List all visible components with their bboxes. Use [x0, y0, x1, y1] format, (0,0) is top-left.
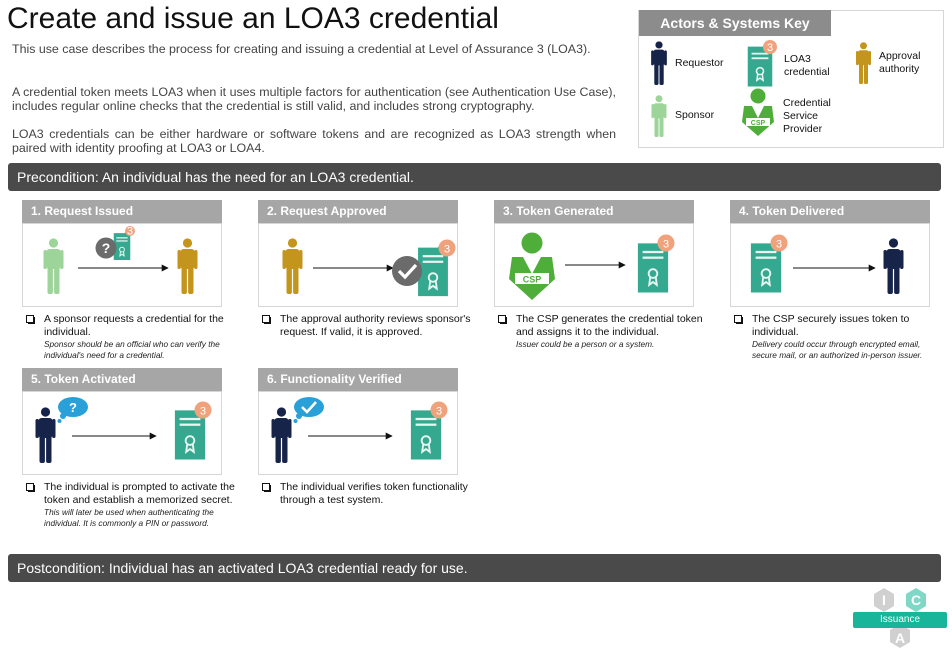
check-bubble-icon: [293, 397, 324, 423]
intro-paragraph-2: A credential token meets LOA3 when it us…: [12, 85, 616, 113]
postcondition-bar: Postcondition: Individual has an activat…: [8, 554, 941, 582]
question-bubble-icon: ?: [57, 397, 88, 423]
step-2-badge: 3: [444, 244, 450, 256]
step-3-badge: 3: [663, 239, 669, 251]
step-4-description: The CSP securely issues token to individ…: [734, 313, 946, 361]
step-5-note: This will later be used when authenticat…: [44, 507, 214, 528]
sponsor-icon: [43, 238, 64, 294]
step-6-badge: 3: [436, 406, 442, 418]
key-label-requestor: Requestor: [675, 57, 724, 69]
step-2-arrow: [313, 264, 394, 272]
approval-authority-icon: [282, 238, 303, 294]
step-1-description: A sponsor requests a credential for the …: [26, 313, 228, 361]
sponsor-icon: [651, 95, 667, 137]
question-credential-icon: 3 ?: [95, 226, 135, 261]
key-label-approval-authority: Approval authority: [879, 50, 921, 75]
loa3-credential-icon: 3: [173, 401, 212, 461]
csp-icon: CSP: [509, 232, 555, 300]
csp-tag: CSP: [751, 120, 766, 127]
checkbox-icon: [26, 483, 35, 492]
step-5-description: The individual is prompted to activate t…: [26, 481, 238, 529]
requestor-icon: [35, 407, 56, 463]
logo-letter-c: C: [911, 592, 921, 608]
ica-logo-icon: I C A: [874, 588, 926, 648]
svg-text:?: ?: [102, 240, 111, 256]
svg-text:?: ?: [69, 400, 77, 415]
step-1-title: 1. Request Issued: [22, 200, 222, 223]
checkbox-icon: [262, 483, 271, 492]
step-3-note: Issuer could be a person or a system.: [516, 339, 655, 349]
step-1-note: Sponsor should be an official who can ve…: [44, 339, 220, 360]
step-2-text: The approval authority reviews sponsor's…: [280, 313, 471, 338]
step-1-arrow: [78, 264, 169, 272]
step-1-text: A sponsor requests a credential for the …: [44, 313, 224, 338]
requestor-icon: [883, 238, 904, 294]
logo-letter-i: I: [882, 592, 886, 608]
step-4-note: Delivery could occur through encrypted e…: [752, 339, 923, 360]
step-6-description: The individual verifies token functional…: [262, 481, 472, 506]
checkbox-icon: [26, 315, 35, 324]
step-4-badge: 3: [776, 239, 782, 251]
loa3-credential-icon: 3: [409, 401, 448, 461]
step-3-title: 3. Token Generated: [494, 200, 694, 223]
logo-letter-a: A: [895, 630, 905, 646]
step-6-title: 6. Functionality Verified: [258, 368, 458, 391]
checkbox-icon: [262, 315, 271, 324]
approval-authority-icon: [177, 238, 198, 294]
step-6-text: The individual verifies token functional…: [280, 481, 468, 506]
page-title: Create and issue an LOA3 credential: [7, 2, 499, 35]
step-3-arrow: [565, 261, 626, 269]
step-3-text: The CSP generates the credential token a…: [516, 313, 703, 338]
step-5-text: The individual is prompted to activate t…: [44, 481, 235, 506]
key-label-loa3-credential: LOA3 credential: [784, 53, 830, 78]
checkbox-icon: [734, 315, 743, 324]
csp-icon: CSP: [742, 88, 774, 136]
checkbox-icon: [498, 315, 507, 324]
step-5-badge: 3: [200, 406, 206, 418]
intro-paragraph-3: LOA3 credentials can be either hardware …: [12, 127, 616, 155]
step-2-description: The approval authority reviews sponsor's…: [262, 313, 472, 338]
key-label-sponsor: Sponsor: [675, 109, 715, 121]
requestor-icon: [271, 407, 292, 463]
step-4-arrow: [793, 264, 876, 272]
issuance-label: Issuance: [853, 612, 947, 628]
step-6-arrow: [308, 432, 393, 440]
step-3-description: The CSP generates the credential token a…: [498, 313, 703, 350]
loa3-credential-icon: 3: [749, 234, 788, 294]
step-1-badge: 3: [127, 226, 133, 238]
step-4-title: 4. Token Delivered: [730, 200, 930, 223]
loa3-credential-icon: 3: [636, 234, 675, 294]
approved-credential-icon: 3: [392, 239, 456, 298]
step-3-csp-tag: CSP: [523, 275, 542, 285]
loa3-credential-icon: 3: [746, 40, 777, 88]
key-badge-number: 3: [767, 42, 773, 54]
step-4-text: The CSP securely issues token to individ…: [752, 313, 910, 338]
step-5-title: 5. Token Activated: [22, 368, 222, 391]
key-label-csp: Credential Service Provider: [783, 97, 831, 135]
step-2-title: 2. Request Approved: [258, 200, 458, 223]
actors-key-title: Actors & Systems Key: [639, 10, 831, 36]
precondition-bar: Precondition: An individual has the need…: [8, 163, 941, 191]
requestor-icon: [651, 41, 667, 85]
intro-paragraph-1: This use case describes the process for …: [12, 42, 591, 56]
step-5-arrow: [72, 432, 157, 440]
approval-authority-icon: [856, 42, 871, 84]
